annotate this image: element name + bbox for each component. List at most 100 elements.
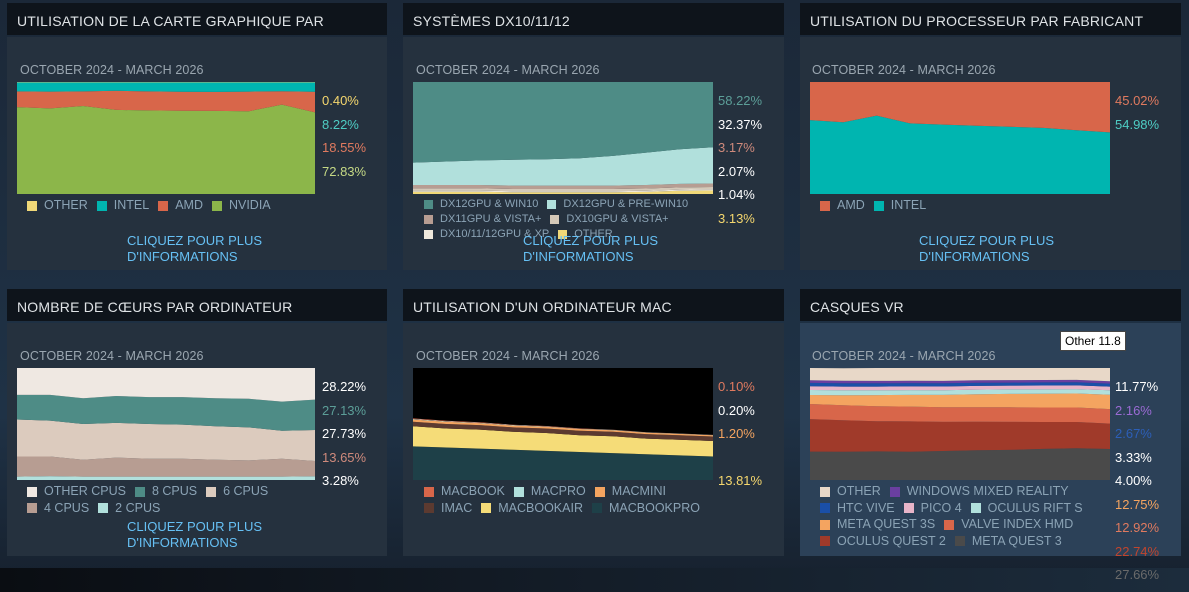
more-info-link-cores[interactable]: CLIQUEZ POUR PLUS D'INFORMATIONS bbox=[127, 519, 262, 551]
legend-label: META QUEST 3 bbox=[971, 533, 1062, 548]
mac-series-1-area[interactable] bbox=[413, 426, 713, 457]
cores-value-label-4: 3.28% bbox=[322, 473, 359, 488]
mac-legend-item-0[interactable]: MACBOOK bbox=[424, 484, 505, 499]
legend-label: DX10/11/12GPU & XP bbox=[440, 228, 550, 240]
dx-legend-row: DX11GPU & VISTA+ DX10GPU & VISTA+ bbox=[424, 213, 724, 228]
vr-legend-item-2[interactable]: HTC VIVE bbox=[820, 501, 895, 516]
gpu-value-label-1: 8.22% bbox=[322, 116, 359, 132]
vr-legend: OTHER WINDOWS MIXED REALITY HTC VIVE PICO 4… bbox=[820, 484, 1120, 550]
dx-legend-item-5[interactable]: OTHER bbox=[558, 228, 613, 241]
vr-legend-item-0[interactable]: OTHER bbox=[820, 484, 881, 499]
vr-series-4-area[interactable] bbox=[810, 389, 1110, 396]
vr-legend-item-6[interactable]: VALVE INDEX HMD bbox=[944, 517, 1073, 532]
mac-area-chart[interactable] bbox=[413, 368, 713, 480]
more-info-link-dx[interactable]: CLIQUEZ POUR PLUS D'INFORMATIONS bbox=[523, 233, 658, 265]
vr-series-8-area[interactable] bbox=[810, 368, 1110, 382]
legend-swatch bbox=[424, 503, 434, 513]
cpu-legend-item-1[interactable]: INTEL bbox=[873, 198, 927, 213]
mac-legend-item-4[interactable]: MACBOOKAIR bbox=[481, 501, 583, 516]
vr-legend-item-3[interactable]: PICO 4 bbox=[903, 501, 962, 516]
gpu-legend-item-0[interactable]: OTHER bbox=[27, 198, 88, 213]
vr-series-1-area[interactable] bbox=[810, 419, 1110, 452]
vr-series-5-area[interactable] bbox=[810, 385, 1110, 391]
mac-series-0-area[interactable] bbox=[413, 446, 713, 480]
dx-series-5-area[interactable] bbox=[413, 82, 713, 163]
gpu-legend-item-1[interactable]: INTEL bbox=[96, 198, 149, 213]
cpu-series-0-area[interactable] bbox=[810, 115, 1110, 194]
cpu-series-1-area[interactable] bbox=[810, 82, 1110, 133]
chart-tooltip: Other 11.8 bbox=[1060, 331, 1126, 351]
dx-legend-item-0[interactable]: DX12GPU & WIN10 bbox=[424, 198, 538, 211]
mac-legend-item-1[interactable]: MACPRO bbox=[513, 484, 586, 499]
vr-series-6-area[interactable] bbox=[810, 382, 1110, 387]
vr-series-0-area[interactable] bbox=[810, 448, 1110, 480]
dx-series-3-area[interactable] bbox=[413, 183, 713, 190]
cores-legend-item-4[interactable]: 2 CPUS bbox=[98, 501, 160, 516]
cores-legend-item-2[interactable]: 6 CPUS bbox=[206, 484, 268, 499]
legend-label: IMAC bbox=[441, 500, 473, 515]
cores-value-label-1: 27.13% bbox=[322, 402, 367, 418]
dx-legend-item-3[interactable]: DX10GPU & VISTA+ bbox=[550, 213, 669, 226]
mac-value-label-0: 0.10% bbox=[718, 379, 755, 394]
dx-series-0-area[interactable] bbox=[413, 190, 713, 195]
vr-legend-item-4[interactable]: OCULUS RIFT S bbox=[970, 500, 1083, 516]
cpu-legend-row: AMD INTEL bbox=[820, 198, 1120, 215]
cores-series-1-area[interactable] bbox=[17, 456, 315, 477]
legend-label: INTEL bbox=[890, 198, 927, 212]
vr-legend-item-8[interactable]: META QUEST 3 bbox=[954, 533, 1062, 549]
dx-series-4-area[interactable] bbox=[413, 147, 713, 186]
cores-area-chart[interactable] bbox=[17, 368, 315, 480]
dx-series-1-area[interactable] bbox=[413, 189, 713, 193]
legend-label: MACBOOK bbox=[441, 484, 505, 498]
dx-series-2-area[interactable] bbox=[413, 187, 713, 192]
cores-legend: OTHER CPUS 8 CPUS 6 CPUS 4 CPUS 2 CPUS bbox=[27, 484, 317, 517]
more-info-link-cpu[interactable]: CLIQUEZ POUR PLUS D'INFORMATIONS bbox=[919, 233, 1054, 265]
header-dx: SYSTÈMES DX10/11/12 bbox=[403, 3, 784, 35]
cores-value-label-0: 28.22% bbox=[322, 379, 367, 394]
legend-swatch bbox=[903, 503, 914, 513]
more-info-line2: D'INFORMATIONS bbox=[127, 535, 238, 550]
gpu-legend-item-2[interactable]: AMD bbox=[158, 198, 203, 213]
cores-series-0-area[interactable] bbox=[17, 476, 315, 480]
cores-legend-item-1[interactable]: 8 CPUS bbox=[134, 484, 197, 499]
vr-legend-item-5[interactable]: META QUEST 3S bbox=[820, 517, 935, 532]
vr-value-label-1: 2.16% bbox=[1115, 402, 1152, 418]
cpu-area-chart[interactable] bbox=[810, 82, 1110, 194]
dx-legend-item-4[interactable]: DX10/11/12GPU & XP bbox=[424, 228, 549, 241]
cores-legend-item-0[interactable]: OTHER CPUS bbox=[27, 484, 126, 499]
mac-series-2-area[interactable] bbox=[413, 421, 713, 441]
gpu-series-1-area[interactable] bbox=[17, 90, 315, 113]
vr-series-2-area[interactable] bbox=[810, 404, 1110, 424]
legend-label: OCULUS RIFT S bbox=[987, 500, 1083, 515]
vr-area-chart[interactable] bbox=[810, 368, 1110, 480]
vr-series-3-area[interactable] bbox=[810, 393, 1110, 410]
legend-swatch bbox=[211, 200, 222, 211]
cpu-legend-item-0[interactable]: AMD bbox=[820, 198, 865, 213]
header-gpu: UTILISATION DE LA CARTE GRAPHIQUE PAR FA… bbox=[7, 3, 387, 65]
gpu-legend-item-3[interactable]: NVIDIA bbox=[211, 198, 271, 213]
cores-legend-item-3[interactable]: 4 CPUS bbox=[27, 501, 89, 516]
gpu-series-2-area[interactable] bbox=[17, 82, 315, 92]
cores-series-4-area[interactable] bbox=[17, 368, 315, 402]
vr-legend-item-7[interactable]: OCULUS QUEST 2 bbox=[820, 534, 946, 549]
dx-legend-item-2[interactable]: DX11GPU & VISTA+ bbox=[424, 213, 541, 226]
vr-legend-item-1[interactable]: WINDOWS MIXED REALITY bbox=[889, 484, 1069, 499]
vr-series-7-area[interactable] bbox=[810, 379, 1110, 384]
mac-legend-item-2[interactable]: MACMINI bbox=[594, 484, 666, 499]
dx-area-chart[interactable] bbox=[413, 82, 713, 194]
legend-label: WINDOWS MIXED REALITY bbox=[906, 484, 1069, 498]
mac-series-3-area[interactable] bbox=[413, 419, 713, 437]
date-range-cores: OCTOBER 2024 - MARCH 2026 bbox=[20, 349, 204, 363]
cores-series-3-area[interactable] bbox=[17, 394, 315, 431]
mac-legend-item-5[interactable]: MACBOOKPRO bbox=[592, 501, 700, 516]
more-info-link-gpu[interactable]: CLIQUEZ POUR PLUS D'INFORMATIONS bbox=[127, 233, 262, 265]
mac-legend-item-3[interactable]: IMAC bbox=[424, 501, 472, 516]
cores-series-2-area[interactable] bbox=[17, 419, 315, 462]
gpu-series-0-area[interactable] bbox=[17, 104, 315, 194]
legend-swatch bbox=[424, 200, 433, 209]
legend-swatch bbox=[424, 230, 433, 239]
legend-label: NVIDIA bbox=[228, 198, 271, 212]
legend-label: MACBOOKPRO bbox=[609, 500, 700, 515]
gpu-area-chart[interactable] bbox=[17, 82, 315, 194]
dx-legend-item-1[interactable]: DX12GPU & PRE-WIN10 bbox=[547, 198, 688, 211]
